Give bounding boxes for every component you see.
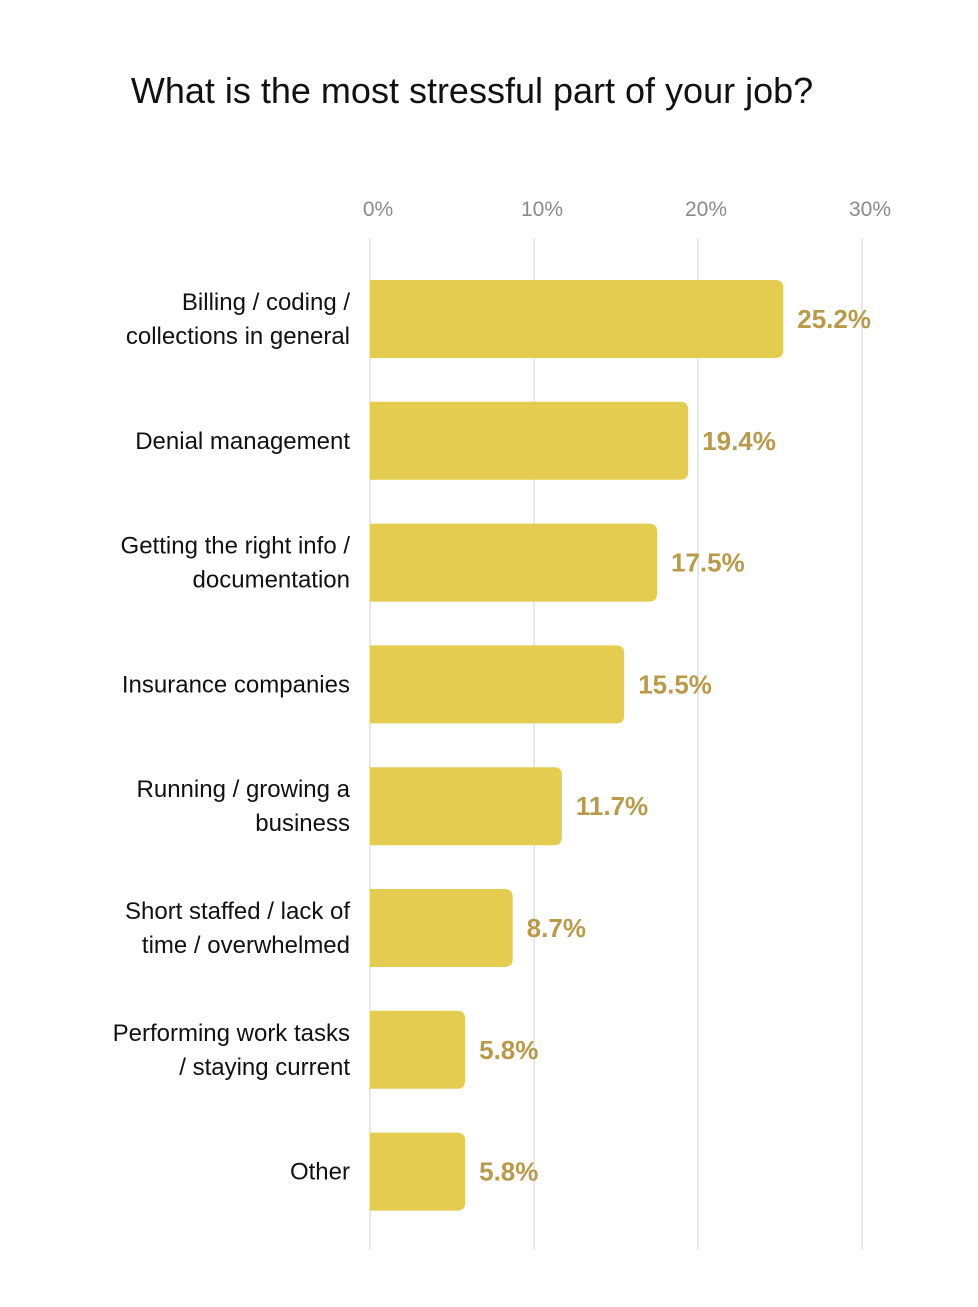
value-label: 19.4% bbox=[702, 426, 776, 456]
bar bbox=[370, 645, 625, 724]
category-label: Getting the right info / documentation bbox=[121, 533, 351, 594]
value-label: 17.5% bbox=[671, 548, 745, 578]
category-label: Other bbox=[290, 1159, 350, 1186]
category-label: Insurance companies bbox=[122, 671, 350, 698]
bar bbox=[370, 1132, 466, 1211]
x-tick-label: 0% bbox=[363, 198, 393, 221]
value-label: 15.5% bbox=[638, 669, 712, 699]
value-label: 11.7% bbox=[576, 791, 648, 821]
category-label: Short staffed / lack of time / overwhelme… bbox=[125, 898, 350, 959]
bars bbox=[370, 280, 784, 1211]
bar bbox=[370, 280, 784, 358]
x-axis-ticks: 0% 10% 20% 30% bbox=[363, 198, 891, 221]
bar bbox=[370, 1010, 466, 1089]
category-label: Performing work tasks / staying current bbox=[113, 1020, 351, 1081]
value-label: 5.8% bbox=[479, 1035, 538, 1065]
value-label: 5.8% bbox=[479, 1157, 538, 1187]
gridlines bbox=[369, 238, 863, 1250]
chart-title: What is the most stressful part of your … bbox=[130, 70, 814, 111]
value-labels: 25.2% 19.4% 17.5% 15.5% 11.7% 8.7% 5.8% 5.8% bbox=[479, 304, 871, 1187]
bar bbox=[370, 401, 689, 480]
x-tick-label: 10% bbox=[521, 198, 563, 221]
category-label: Running / growing a business bbox=[137, 776, 351, 837]
value-label: 25.2% bbox=[797, 304, 871, 334]
category-label: Billing / coding / collections in general bbox=[126, 289, 350, 350]
value-label: 8.7% bbox=[527, 913, 586, 943]
category-labels: Billing / coding / collections in general… bbox=[113, 289, 351, 1186]
x-tick-label: 20% bbox=[685, 198, 727, 221]
bar bbox=[370, 767, 562, 846]
x-tick-label: 30% bbox=[849, 198, 891, 221]
bar bbox=[370, 889, 513, 967]
bar bbox=[370, 523, 657, 602]
category-label: Denial management bbox=[135, 428, 350, 455]
